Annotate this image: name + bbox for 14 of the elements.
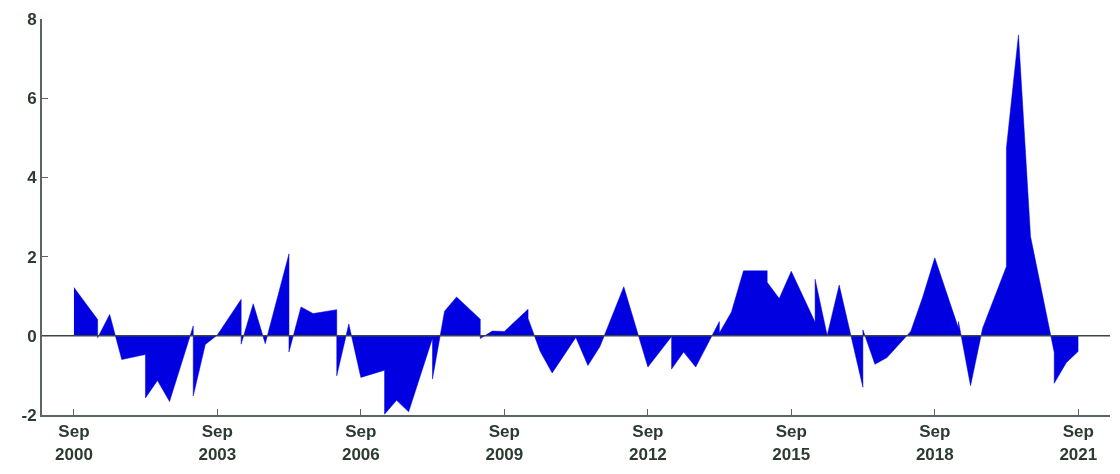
x-tick-label: Sep 2015 bbox=[772, 422, 811, 464]
y-tick-label: 4 bbox=[27, 168, 38, 188]
x-tick-label: Sep 2018 bbox=[915, 422, 954, 464]
x-tick-label: Sep 2003 bbox=[198, 422, 237, 464]
x-tick-label: Sep 2021 bbox=[1059, 422, 1098, 464]
y-tick-label: 2 bbox=[27, 247, 37, 267]
x-tick-label: Sep 2012 bbox=[628, 422, 667, 464]
y-tick-label: 0 bbox=[27, 326, 37, 346]
y-tick-label: -2 bbox=[21, 405, 37, 425]
y-tick-label: 8 bbox=[27, 9, 37, 29]
x-tick-label: Sep 2006 bbox=[341, 422, 380, 464]
x-tick-label: Sep 2000 bbox=[55, 422, 93, 464]
y-tick-label: 6 bbox=[27, 89, 37, 109]
x-tick-label: Sep 2009 bbox=[485, 422, 524, 464]
